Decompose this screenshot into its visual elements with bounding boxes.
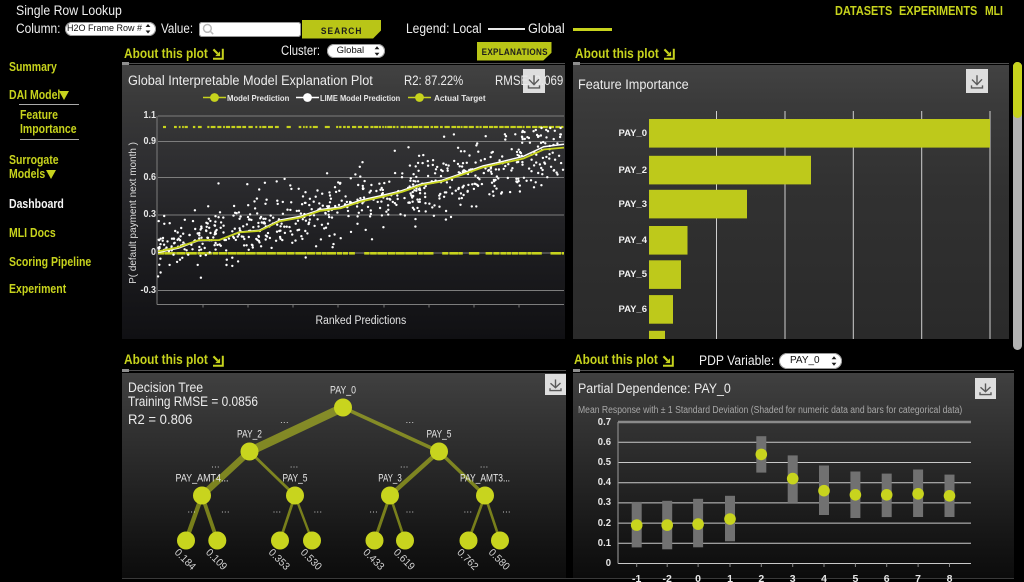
svg-text:...: ... xyxy=(406,415,415,425)
svg-text:0.762: 0.762 xyxy=(454,547,480,573)
svg-text:PAY_AMT4...: PAY_AMT4... xyxy=(176,472,229,484)
svg-text:...: ... xyxy=(187,505,196,515)
svg-text:PAY_3: PAY_3 xyxy=(378,472,402,484)
svg-text:PAY_5: PAY_5 xyxy=(427,429,452,441)
svg-text:...: ... xyxy=(464,505,473,515)
svg-text:0.109: 0.109 xyxy=(203,547,229,573)
svg-text:...: ... xyxy=(502,505,511,515)
svg-text:...: ... xyxy=(273,505,282,515)
svg-text:...: ... xyxy=(290,460,299,470)
svg-text:PAY_AMT3...: PAY_AMT3... xyxy=(460,472,510,484)
svg-text:...: ... xyxy=(221,505,230,515)
svg-text:PAY_5: PAY_5 xyxy=(283,472,308,484)
svg-text:...: ... xyxy=(480,460,489,470)
svg-text:...: ... xyxy=(280,415,289,425)
svg-text:...: ... xyxy=(211,460,220,470)
svg-text:PAY_0: PAY_0 xyxy=(330,384,356,396)
svg-text:PAY_2: PAY_2 xyxy=(237,429,262,441)
svg-text:...: ... xyxy=(400,460,409,470)
svg-text:0.530: 0.530 xyxy=(298,547,324,573)
svg-text:0.184: 0.184 xyxy=(172,547,198,573)
svg-text:0.353: 0.353 xyxy=(266,547,292,573)
svg-text:0.619: 0.619 xyxy=(391,547,417,573)
svg-text:0.580: 0.580 xyxy=(486,547,512,573)
svg-text:0.433: 0.433 xyxy=(360,547,386,573)
svg-text:...: ... xyxy=(314,505,323,515)
svg-text:...: ... xyxy=(406,505,415,515)
svg-text:...: ... xyxy=(369,505,378,515)
